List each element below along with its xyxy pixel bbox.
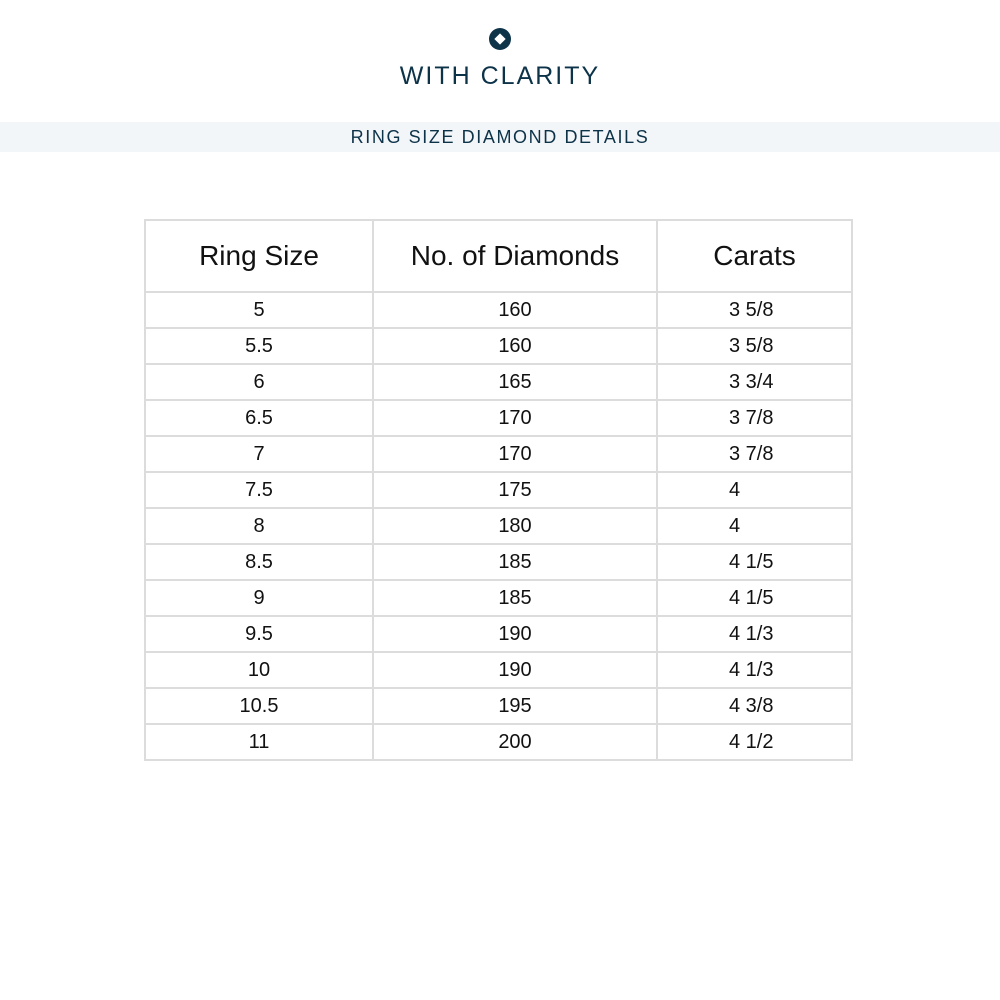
cell-ring-size: 7 (144, 435, 374, 473)
cell-ring-size: 8 (144, 507, 374, 545)
cell-ring-size: 9.5 (144, 615, 374, 653)
table-row: 10 190 4 1/3 (144, 651, 853, 689)
cell-carats: 4 1/3 (656, 651, 853, 689)
cell-ring-size: 10.5 (144, 687, 374, 725)
brand-logo-icon (489, 28, 511, 50)
cell-no-of-diamonds: 200 (372, 723, 658, 761)
cell-ring-size: 11 (144, 723, 374, 761)
cell-ring-size: 7.5 (144, 471, 374, 509)
cell-no-of-diamonds: 165 (372, 363, 658, 401)
table-row: 9 185 4 1/5 (144, 579, 853, 617)
cell-carats: 4 3/8 (656, 687, 853, 725)
cell-no-of-diamonds: 160 (372, 327, 658, 365)
cell-no-of-diamonds: 160 (372, 291, 658, 329)
cell-ring-size: 5 (144, 291, 374, 329)
cell-no-of-diamonds: 175 (372, 471, 658, 509)
table-row: 5 160 3 5/8 (144, 291, 853, 329)
section-banner: RING SIZE DIAMOND DETAILS (0, 122, 1000, 152)
header-carats: Carats (656, 219, 853, 293)
table-row: 6.5 170 3 7/8 (144, 399, 853, 437)
ring-size-table: Ring Size No. of Diamonds Carats 5 160 3 5… (144, 219, 853, 761)
table-row: 6 165 3 3/4 (144, 363, 853, 401)
cell-carats: 3 7/8 (656, 399, 853, 437)
cell-carats: 3 7/8 (656, 435, 853, 473)
cell-carats: 3 5/8 (656, 291, 853, 329)
cell-no-of-diamonds: 185 (372, 543, 658, 581)
cell-ring-size: 9 (144, 579, 374, 617)
table-row: 8 180 4 (144, 507, 853, 545)
cell-no-of-diamonds: 190 (372, 615, 658, 653)
brand-name: WITH CLARITY (399, 62, 601, 90)
table-row: 11 200 4 1/2 (144, 723, 853, 761)
cell-carats: 4 (656, 507, 853, 545)
table-row: 7 170 3 7/8 (144, 435, 853, 473)
cell-carats: 4 1/3 (656, 615, 853, 653)
cell-carats: 4 1/2 (656, 723, 853, 761)
cell-no-of-diamonds: 180 (372, 507, 658, 545)
table-row: 9.5 190 4 1/3 (144, 615, 853, 653)
cell-ring-size: 6.5 (144, 399, 374, 437)
cell-carats: 3 3/4 (656, 363, 853, 401)
table-row: 7.5 175 4 (144, 471, 853, 509)
cell-no-of-diamonds: 170 (372, 399, 658, 437)
cell-no-of-diamonds: 190 (372, 651, 658, 689)
cell-ring-size: 5.5 (144, 327, 374, 365)
header-no-of-diamonds: No. of Diamonds (372, 219, 658, 293)
cell-carats: 4 (656, 471, 853, 509)
cell-ring-size: 6 (144, 363, 374, 401)
cell-carats: 4 1/5 (656, 543, 853, 581)
table-row: 8.5 185 4 1/5 (144, 543, 853, 581)
table-row: 5.5 160 3 5/8 (144, 327, 853, 365)
table-row: 10.5 195 4 3/8 (144, 687, 853, 725)
cell-no-of-diamonds: 185 (372, 579, 658, 617)
header-ring-size: Ring Size (144, 219, 374, 293)
cell-no-of-diamonds: 170 (372, 435, 658, 473)
cell-carats: 3 5/8 (656, 327, 853, 365)
table-header-row: Ring Size No. of Diamonds Carats (144, 219, 853, 293)
section-title: RING SIZE DIAMOND DETAILS (350, 127, 650, 147)
cell-ring-size: 10 (144, 651, 374, 689)
cell-no-of-diamonds: 195 (372, 687, 658, 725)
cell-ring-size: 8.5 (144, 543, 374, 581)
cell-carats: 4 1/5 (656, 579, 853, 617)
